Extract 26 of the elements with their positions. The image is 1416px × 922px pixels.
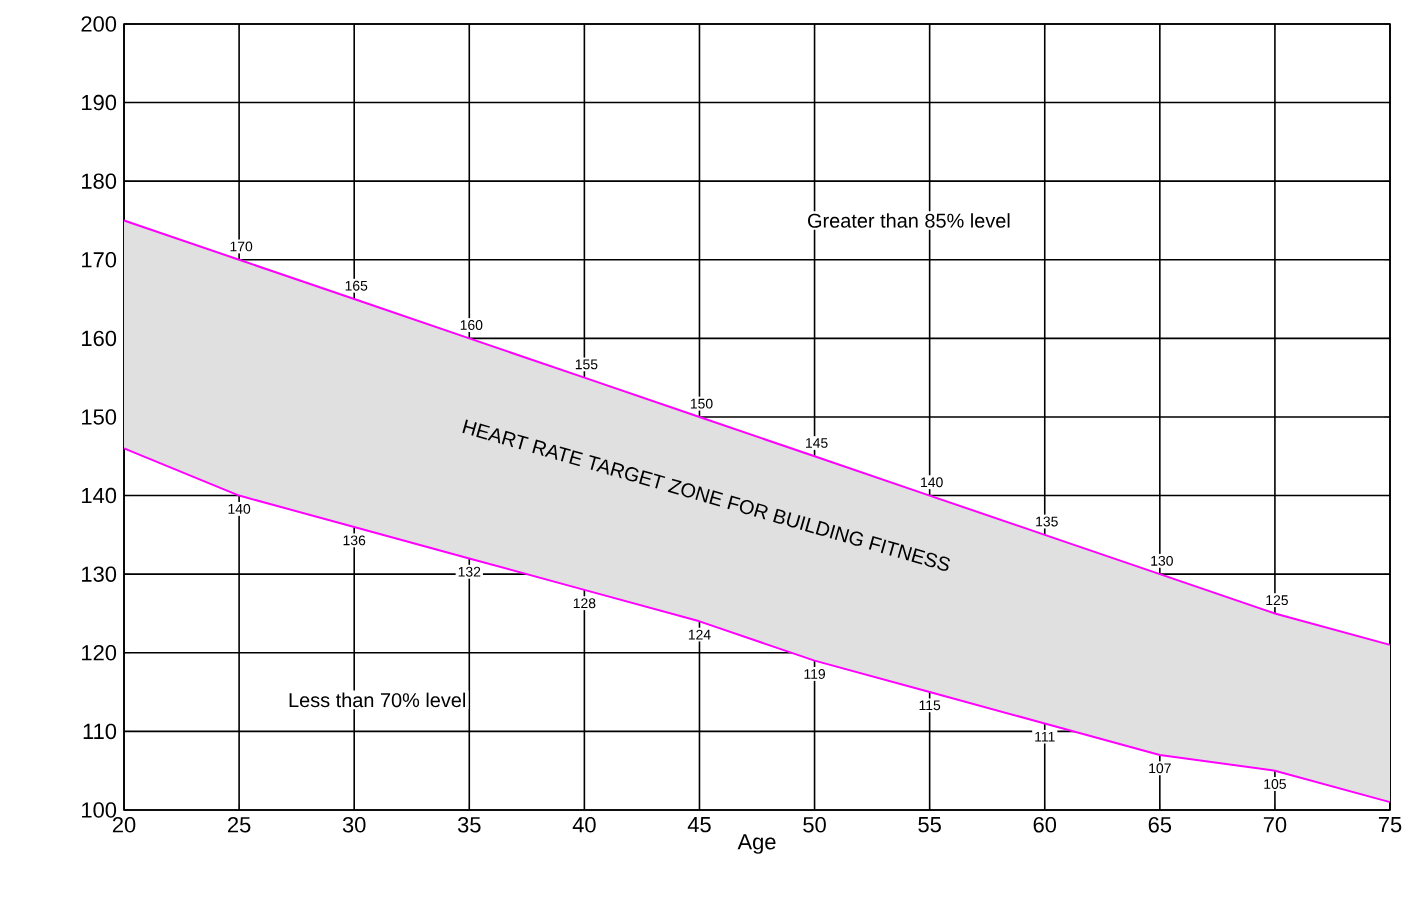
x-tick-label: 45: [687, 817, 711, 833]
annotation: Less than 70% level: [289, 692, 465, 708]
y-tick-label: 110: [83, 723, 117, 740]
x-tick-label: 65: [1148, 817, 1172, 833]
x-tick-label: 55: [918, 817, 941, 833]
x-tick-label: 30: [342, 817, 366, 833]
y-tick-label: 200: [81, 16, 117, 32]
x-tick-label: 75: [1378, 817, 1402, 833]
y-tick-label: 120: [82, 645, 117, 661]
x-tick-label: 35: [457, 817, 481, 833]
y-tick-label: 160: [82, 330, 117, 347]
y-tick-label: 180: [82, 173, 117, 189]
x-tick-label: 70: [1263, 817, 1287, 833]
y-tick-label: 190: [82, 94, 117, 111]
y-tick-label: 170: [82, 252, 117, 268]
x-tick-label: 20: [112, 817, 136, 833]
y-tick-label: 150: [82, 409, 117, 425]
y-tick-label: 130: [82, 566, 117, 582]
y-tick-label: 140: [82, 487, 117, 504]
x-tick-label: 25: [228, 817, 251, 833]
y-tick-label: 100: [82, 802, 117, 818]
x-tick-label: 40: [572, 817, 596, 833]
x-tick-label: 60: [1033, 817, 1057, 833]
annotation: Greater than 85% level: [808, 213, 1010, 228]
x-axis-title: Age: [737, 834, 776, 854]
x-tick-label: 50: [803, 817, 826, 833]
